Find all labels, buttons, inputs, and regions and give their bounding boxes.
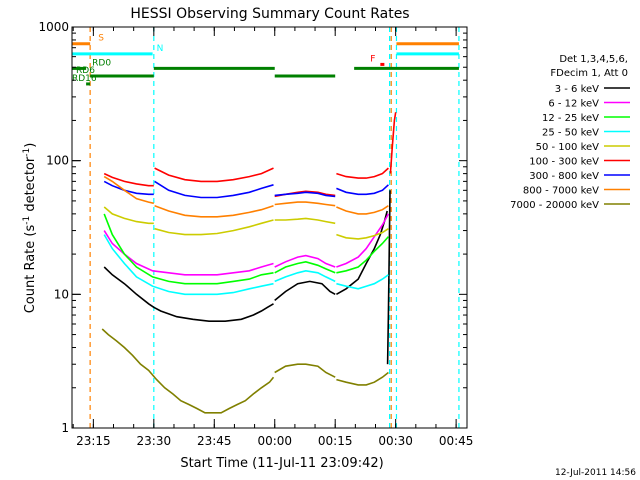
series-line-5-1 (154, 167, 274, 183)
legend-label-7: 800 - 7000 keV (523, 186, 599, 197)
series-line-5-4 (389, 112, 397, 174)
series-line-4-2 (274, 217, 336, 225)
series-line-3-1 (274, 269, 336, 283)
series-line-7-0 (103, 175, 154, 205)
series-line-3-2 (336, 274, 389, 290)
legend-label-3: 25 - 50 keV (542, 128, 599, 139)
x-tick-label-0: 23:15 (76, 434, 111, 448)
series-line-0-1 (274, 280, 336, 302)
state-bar-label-1: N (157, 44, 164, 54)
y-tick-label-3: 1000 (38, 20, 69, 34)
x-axis: 23:15 23:30 23:45 00:00 00:15 00:30 00:45 (72, 27, 474, 448)
series-line-5-0 (103, 172, 154, 187)
series-line-1-1 (274, 254, 336, 268)
series-line-0-0 (103, 266, 274, 323)
state-bar-label-3: RD0 (92, 58, 111, 68)
series-line-5-3 (336, 167, 389, 179)
legend-label-1: 6 - 12 keV (548, 99, 599, 110)
legend-label-0: 3 - 6 keV (555, 84, 599, 95)
legend-label-2: 12 - 25 keV (542, 113, 599, 124)
series-line-8-0 (101, 328, 275, 414)
series-line-6-3 (336, 184, 389, 196)
y-axis: 1 10 100 1000 (38, 20, 467, 435)
x-tick-label-2: 23:45 (197, 434, 232, 448)
legend-header-1: FDecim 1, Att 0 (550, 68, 628, 79)
series-line-4-3 (336, 228, 389, 240)
series-line-2-2 (336, 236, 389, 274)
legend-label-4: 50 - 100 keV (536, 142, 600, 153)
series-line-6-0 (103, 180, 154, 196)
series-line-8-2 (336, 371, 389, 386)
y-axis-label: Count Rate (s-1 detector-1) (22, 143, 38, 314)
state-bar-label-2: F (370, 54, 375, 64)
x-tick-label-3: 00:00 (257, 434, 292, 448)
legend-header-0: Det 1,3,4,5,6, (559, 54, 628, 65)
series-line-6-1 (154, 180, 274, 199)
series-line-7-1 (154, 204, 274, 218)
y-tick-label-2: 100 (46, 154, 69, 168)
y-tick-label-1: 10 (54, 287, 69, 301)
x-tick-label-1: 23:30 (137, 434, 172, 448)
state-bar-label-4: RD6 (76, 66, 95, 76)
legend: Det 1,3,4,5,6, FDecim 1, Att 0 3 - 6 keV 6 … (510, 54, 630, 211)
series-line-3-0 (103, 234, 274, 296)
chart-title: HESSI Observing Summary Count Rates (130, 6, 409, 22)
series-line-4-1 (154, 219, 274, 236)
series-layer (101, 112, 397, 414)
legend-label-6: 300 - 800 keV (529, 171, 599, 182)
state-bar-label-0: S (98, 34, 104, 44)
legend-label-5: 100 - 300 keV (529, 157, 599, 168)
x-tick-label-6: 00:45 (439, 434, 474, 448)
series-line-2-1 (274, 260, 336, 274)
y-tick-label-0: 1 (61, 421, 69, 435)
x-tick-label-5: 00:30 (378, 434, 413, 448)
x-axis-label: Start Time (11-Jul-11 23:09:42) (180, 456, 383, 471)
x-tick-label-4: 00:15 (318, 434, 353, 448)
footer-timestamp: 12-Jul-2011 14:56 (555, 468, 636, 478)
series-line-4-0 (103, 206, 154, 225)
series-line-7-3 (336, 205, 389, 215)
state-bar-label-5: RD16 (72, 74, 97, 84)
series-line-8-1 (274, 363, 336, 378)
series-line-0-3 (386, 190, 391, 365)
plot-frame (71, 26, 468, 429)
series-line-7-2 (274, 201, 336, 207)
series-line-6-2 (274, 191, 336, 198)
legend-label-8: 7000 - 20000 keV (510, 200, 599, 211)
series-line-2-0 (103, 213, 274, 285)
series-line-1-2 (336, 213, 390, 268)
